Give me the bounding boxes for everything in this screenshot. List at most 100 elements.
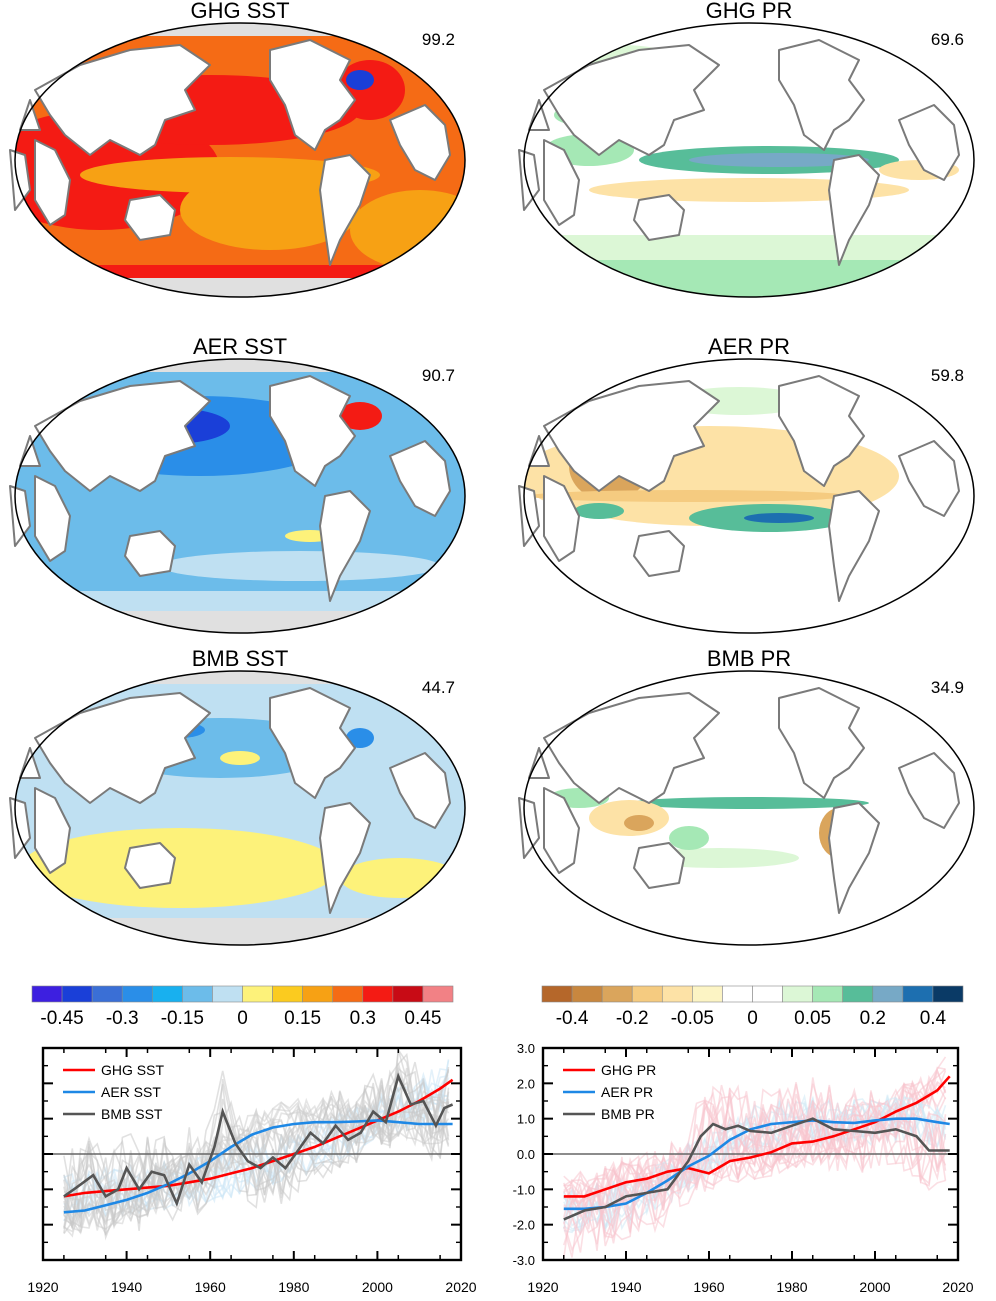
- map-field: [524, 359, 974, 633]
- y-tick-label: -3.0: [513, 1253, 535, 1268]
- continent-outline-4: [828, 802, 880, 914]
- colorbar-swatch: [752, 985, 783, 1003]
- y-tick-label: 3.0: [517, 1041, 535, 1056]
- colorbar-tick-label: 0.05: [794, 1008, 831, 1029]
- colorbar-tick-label: -0.3: [106, 1008, 139, 1029]
- continent-outline-2: [633, 530, 685, 577]
- map-pattern-value: 69.6: [931, 30, 964, 49]
- continent-outlines: [9, 375, 451, 602]
- continent-outlines: [9, 687, 451, 914]
- continent-outline-0: [34, 692, 211, 804]
- colorbar-tick-label: 0.45: [404, 1008, 441, 1029]
- continent-outline-4: [319, 490, 371, 602]
- continent-outline-2: [633, 842, 685, 889]
- legend-label: AER PR: [601, 1084, 653, 1100]
- map-frame: [14, 358, 466, 634]
- ensemble-member-line: [63, 1067, 450, 1236]
- ensemble-member-line: [563, 1093, 947, 1238]
- x-tick-label: 2020: [445, 1279, 476, 1295]
- map-ghg-pr: GHG PR 69.6: [518, 0, 975, 298]
- legend-label: AER SST: [101, 1084, 161, 1100]
- map-aer-sst: AER SST 90.7: [9, 334, 466, 634]
- colorbar-tick-label: 0.15: [284, 1008, 321, 1029]
- y-tick-label: 2.0: [517, 1076, 535, 1091]
- colorbar-tick-label: -0.15: [161, 1008, 204, 1029]
- colorbar-swatch: [692, 985, 723, 1003]
- colorbar-tick-label: -0.45: [40, 1008, 83, 1029]
- ensemble-member-line: [563, 1086, 947, 1252]
- colorbar-tick-label: -0.4: [556, 1008, 589, 1029]
- map-bmb-pr: BMB PR 34.9: [518, 646, 975, 946]
- series-line-aer-pr: [563, 1117, 950, 1211]
- colorbar-swatch: [272, 985, 303, 1003]
- colorbar-swatch: [242, 985, 273, 1003]
- map-field: [15, 359, 465, 633]
- x-tick-label: 2000: [362, 1279, 393, 1295]
- colorbar-swatch: [332, 985, 364, 1003]
- colorbar-tick-label: 0.4: [920, 1008, 947, 1029]
- x-tick-label: 1960: [195, 1279, 226, 1295]
- colorbar-tick-label: 0: [237, 1008, 248, 1029]
- x-tick-label: 1920: [527, 1279, 558, 1295]
- colorbar-swatch: [302, 985, 334, 1003]
- map-frame: [523, 670, 975, 946]
- continent-outline-0: [543, 44, 720, 156]
- series-line-bmb-sst: [63, 1072, 454, 1208]
- continent-outline-3: [269, 687, 356, 799]
- continent-outline-5: [898, 104, 960, 181]
- map-frame: [14, 22, 466, 298]
- continent-outline-3: [778, 375, 865, 487]
- colorbar-swatch: [61, 985, 93, 1003]
- x-tick-label: 1980: [278, 1279, 309, 1295]
- continent-outline-0: [543, 380, 720, 492]
- continent-outline-3: [269, 375, 356, 487]
- map-ghg-sst: GHG SST 99.2: [9, 0, 466, 298]
- continent-outline-5: [898, 752, 960, 829]
- continent-outline-5: [389, 752, 451, 829]
- y-tick-label: 0.0: [517, 1147, 535, 1162]
- x-tick-label: 1940: [111, 1279, 142, 1295]
- map-field: [15, 671, 465, 945]
- map-pattern-value: 59.8: [931, 366, 964, 385]
- continent-outline-5: [389, 440, 451, 517]
- continent-outline-2: [633, 194, 685, 241]
- map-pattern-value: 99.2: [422, 30, 455, 49]
- map-aer-pr: AER PR 59.8: [518, 334, 975, 634]
- y-tick-label: 1.0: [517, 1112, 535, 1127]
- colorbar-swatch: [782, 985, 813, 1003]
- continent-outline-2: [124, 842, 176, 889]
- colorbar-swatch: [842, 985, 874, 1003]
- continent-outline-5: [898, 440, 960, 517]
- colorbar-tick-label: -0.2: [616, 1008, 649, 1029]
- map-title: GHG SST: [190, 0, 289, 23]
- ensemble-member-line: [563, 1096, 947, 1229]
- colorbar-swatch: [91, 985, 123, 1003]
- colorbar-tick-label: 0.3: [350, 1008, 376, 1029]
- continent-outline-6: [19, 99, 41, 131]
- colorbar-swatch: [601, 985, 633, 1003]
- continent-outline-0: [34, 380, 211, 492]
- map-title: BMB PR: [707, 646, 791, 671]
- map-pattern-value: 44.7: [422, 678, 455, 697]
- colorbar-swatch: [722, 985, 753, 1003]
- continent-outline-1: [34, 475, 71, 562]
- colorbar-swatch: [812, 985, 844, 1003]
- continent-outline-4: [828, 490, 880, 602]
- continent-outline-4: [319, 154, 371, 266]
- continent-outline-3: [778, 39, 865, 151]
- continent-outline-1: [34, 139, 71, 226]
- x-tick-label: 1920: [27, 1279, 58, 1295]
- legend-label: BMB SST: [101, 1106, 163, 1122]
- y-tick-label: -2.0: [513, 1218, 535, 1233]
- series-line-bmb-pr: [563, 1117, 950, 1221]
- continent-outlines: [518, 687, 960, 914]
- colorbar-tick-label: 0: [747, 1008, 758, 1029]
- ensemble-member-line: [63, 1049, 450, 1234]
- continent-outline-6: [528, 99, 550, 131]
- sst-timeseries-panel: 1920 1940 1960 1980 2000 2020 GHG SST AER SST BM…: [27, 1046, 477, 1295]
- legend-label: GHG SST: [101, 1062, 164, 1078]
- colorbar-swatch: [541, 985, 573, 1003]
- colorbar-sst: -0.45 -0.3 -0.15 0 0.15 0.3 0.45: [31, 985, 454, 1029]
- colorbar-swatch: [422, 985, 454, 1003]
- colorbar-swatch: [362, 985, 394, 1003]
